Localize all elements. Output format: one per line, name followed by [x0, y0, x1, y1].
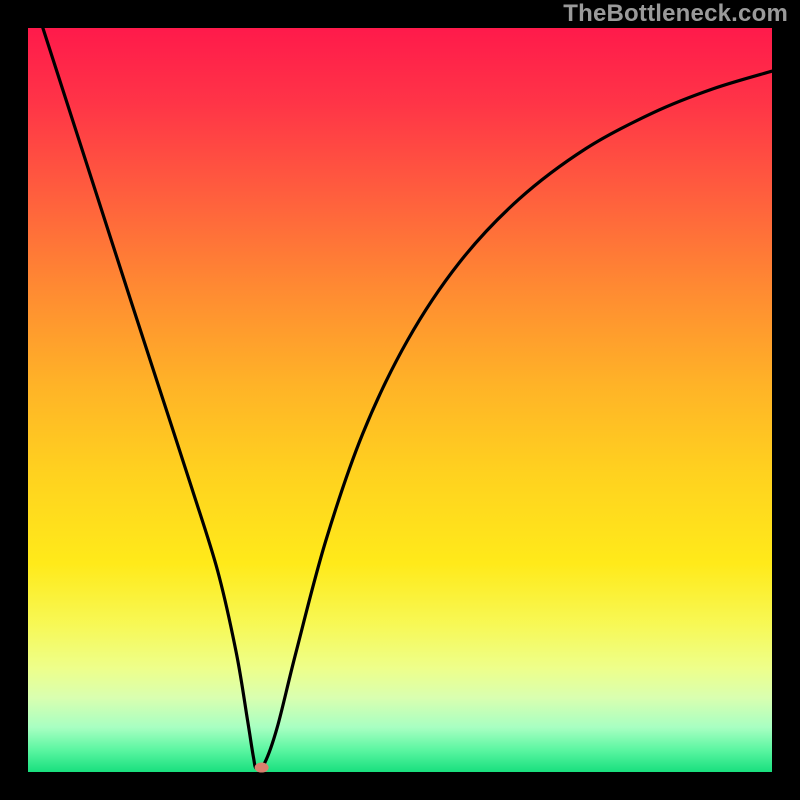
bottleneck-chart: [0, 0, 800, 800]
min-marker-dot: [255, 763, 269, 773]
plot-area: [28, 28, 772, 772]
chart-stage: TheBottleneck.com: [0, 0, 800, 800]
watermark-text: TheBottleneck.com: [563, 0, 788, 28]
